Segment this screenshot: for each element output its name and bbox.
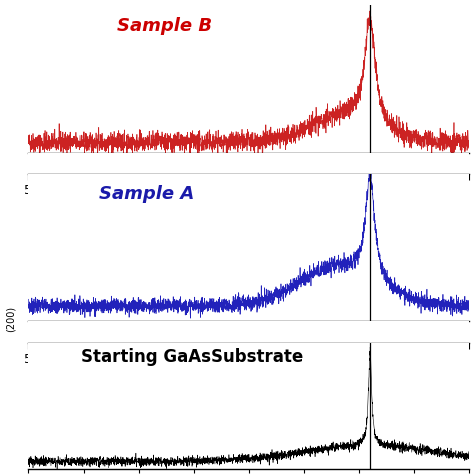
Text: (200): (200) <box>6 306 16 332</box>
Text: Sample A: Sample A <box>99 185 194 203</box>
Text: Sample B: Sample B <box>117 17 212 35</box>
Text: Starting GaAsSubstrate: Starting GaAsSubstrate <box>82 347 303 365</box>
